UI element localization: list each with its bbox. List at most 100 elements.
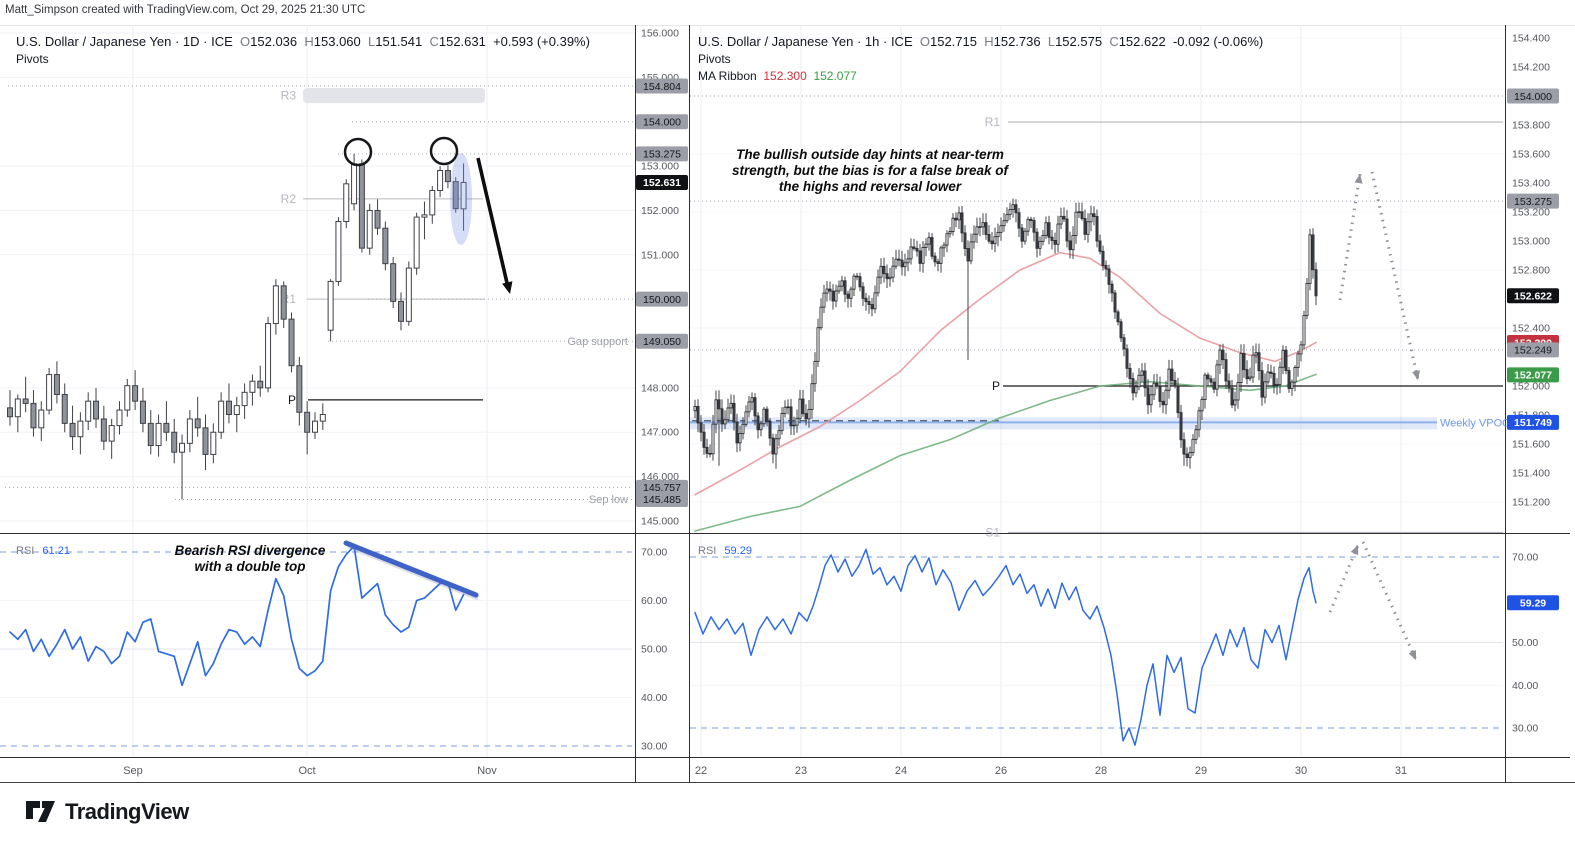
candle-body	[1095, 216, 1099, 242]
candle-body	[1257, 352, 1261, 372]
candle-body	[1125, 348, 1129, 369]
time-axis-label: Oct	[298, 765, 315, 777]
pivot-label-r1: R1	[985, 115, 1001, 129]
price-badge: 152.077	[1514, 370, 1552, 382]
ma-ribbon-fast-value: 152.300	[763, 69, 807, 83]
right-close-label: C	[1109, 34, 1119, 49]
left-low-value: 151.541	[375, 34, 423, 49]
candle-body	[693, 405, 697, 412]
candle-body	[358, 163, 365, 249]
price-axis-label: 153.800	[1512, 120, 1550, 132]
candle-body	[218, 400, 225, 433]
price-projection-arrow-up-head	[1354, 174, 1363, 184]
pivot-label-p: P	[992, 379, 1000, 393]
candle-body	[975, 226, 979, 235]
candle-body	[124, 385, 131, 411]
candle-body	[100, 418, 107, 442]
candle-body	[1134, 386, 1138, 394]
right-indicator-ma-ribbon[interactable]: MA Ribbon 152.300 152.077	[698, 69, 857, 83]
price-axis-label: 156.000	[641, 28, 679, 40]
candle-body	[1110, 283, 1114, 294]
outside-day-highlight	[450, 153, 472, 245]
candle-body	[1083, 218, 1087, 235]
candle-body	[891, 265, 895, 278]
right-low-value: 152.575	[1055, 34, 1103, 49]
candle-body	[759, 423, 763, 431]
ma-ribbon-slow-value: 152.077	[813, 69, 857, 83]
candle-body	[888, 276, 892, 280]
candle-body	[720, 408, 724, 425]
candle-body	[14, 398, 21, 418]
left-symbol-title[interactable]: U.S. Dollar / Japanese Yen · 1D · ICE	[16, 34, 233, 49]
left-change-value: +0.593 (+0.39%)	[493, 34, 590, 49]
candle-body	[1260, 370, 1264, 398]
candle-body	[1146, 387, 1150, 406]
candle-body	[61, 394, 68, 424]
candle-body	[280, 285, 287, 320]
candle-body	[1161, 400, 1165, 406]
candle-body	[1272, 372, 1276, 386]
candle-body	[990, 240, 994, 245]
candle-body	[972, 233, 976, 243]
candle-body	[1056, 223, 1060, 245]
candle-body	[1302, 315, 1306, 346]
price-badge: 154.000	[643, 117, 681, 129]
candle-body	[1017, 212, 1021, 229]
left-indicator-pivots[interactable]: Pivots	[16, 52, 49, 66]
candle-body	[1050, 236, 1054, 241]
candle-body	[1284, 349, 1288, 371]
candle-body	[1182, 439, 1186, 455]
candle-body	[876, 276, 880, 294]
price-axis-label: 152.400	[1512, 323, 1550, 335]
right-open-value: 152.715	[929, 34, 977, 49]
candle-body	[834, 290, 838, 302]
candle-body	[960, 212, 964, 234]
candle-body	[1290, 381, 1294, 389]
right-indicator-pivots[interactable]: Pivots	[698, 52, 731, 66]
price-axis-label: 152.000	[641, 205, 679, 217]
left-close-value: 152.631	[438, 34, 486, 49]
time-axis-label: Nov	[477, 765, 497, 777]
candle-body	[807, 408, 811, 420]
candle-body	[444, 170, 451, 183]
candle-body	[1047, 222, 1051, 238]
candle-body	[738, 433, 742, 444]
candle-body	[1170, 368, 1174, 381]
candle-body	[1113, 292, 1117, 313]
candle-body	[1236, 382, 1240, 401]
left-rsi-annotation-text: Bearish RSI divergence with a double top	[174, 543, 326, 574]
pivot-label-r3: R3	[281, 89, 297, 103]
candle-body	[1014, 204, 1018, 214]
candle-body	[966, 248, 970, 262]
candle-body	[1059, 215, 1063, 225]
candle-body	[741, 423, 745, 434]
left-open-value: 152.036	[250, 34, 298, 49]
time-axis-label: 28	[1095, 765, 1107, 777]
candle-body	[1173, 379, 1177, 387]
left-open-label: O	[240, 34, 251, 49]
rsi-projection-arrow-up	[1328, 544, 1360, 613]
candle-body	[1242, 353, 1246, 371]
candle-body	[163, 422, 170, 433]
candle-body	[735, 421, 739, 444]
candle-body	[1140, 370, 1144, 376]
candle-body	[954, 217, 958, 221]
candle-body	[948, 231, 952, 235]
right-rsi-label[interactable]: RSI 59.29	[698, 545, 752, 557]
candle-body	[233, 405, 240, 415]
right-chart-header[interactable]: U.S. Dollar / Japanese Yen · 1h · ICE O1…	[698, 34, 1263, 49]
candle-body	[304, 411, 311, 433]
left-rsi-label[interactable]: RSI 61.21	[16, 545, 70, 557]
candle-body	[1107, 268, 1111, 285]
candle-body	[1089, 213, 1093, 223]
candle-body	[1263, 381, 1267, 398]
tradingview-logo[interactable]: TradingView	[26, 799, 189, 825]
price-axis-label: 151.000	[641, 249, 679, 261]
candle-body	[750, 397, 754, 403]
candle-body	[897, 258, 901, 261]
candle-body	[867, 301, 871, 306]
candle-body	[1266, 371, 1270, 383]
right-symbol-title[interactable]: U.S. Dollar / Japanese Yen · 1h · ICE	[698, 34, 913, 49]
left-chart-header[interactable]: U.S. Dollar / Japanese Yen · 1D · ICE O1…	[16, 34, 590, 49]
